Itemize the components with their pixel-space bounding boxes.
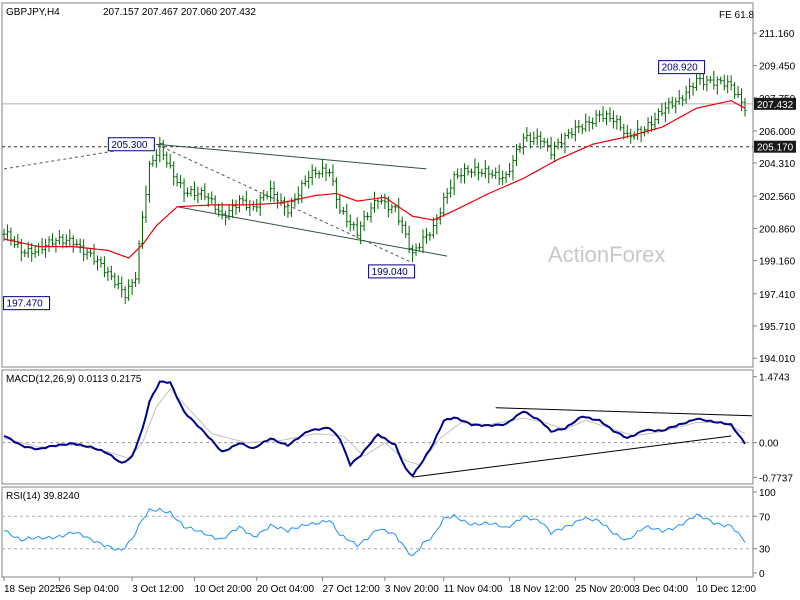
x-axis-tick-label: 10 Dec 12:00 — [697, 584, 757, 595]
macd-signal-line — [3, 388, 746, 466]
price-panel-frame — [1, 2, 754, 368]
macd-panel-frame — [1, 369, 754, 485]
swing-label: 199.040 — [372, 267, 409, 278]
macd-panel: 1.4743 0.00 -0.7737 — [2, 373, 793, 484]
current-price-tag — [754, 97, 796, 110]
x-axis-tick-label: 3 Dec 04:00 — [634, 584, 688, 595]
fe-level-tag-label: 205.170 — [757, 143, 794, 154]
ohlc-header: 207.157 207.467 207.060 207.432 — [103, 7, 256, 18]
rsi-panel-frame — [1, 486, 754, 578]
price-axis-tick-label: 211.160 — [759, 29, 795, 40]
swing-label: 205.300 — [111, 140, 148, 151]
swing-label-box — [3, 296, 51, 311]
macd-trendline — [412, 435, 732, 478]
watermark: ActionForex — [548, 242, 665, 267]
price-trendline — [156, 143, 427, 170]
x-axis-tick-label: 18 Sep 2025 — [4, 584, 61, 595]
price-axis-tick-label: 197.410 — [759, 290, 796, 301]
rsi-line — [3, 507, 746, 557]
price-axis-tick-label: 195.710 — [759, 322, 796, 333]
symbol-header: GBPJPY,H4 — [6, 7, 60, 18]
price-axis-tick-label: 209.450 — [759, 62, 796, 73]
current-price-tag-label: 207.432 — [757, 100, 794, 111]
price-panel: 211.160209.450207.750206.000204.310202.5… — [2, 29, 796, 365]
x-axis-tick-label: 3 Nov 20:00 — [385, 584, 439, 595]
x-axis-tick-label: 20 Oct 04:00 — [257, 584, 315, 595]
swing-label-box — [368, 264, 416, 279]
x-axis-tick-label: 26 Sep 04:00 — [59, 584, 119, 595]
swing-label: 197.470 — [7, 299, 44, 310]
price-axis-tick-label: 200.860 — [759, 224, 796, 235]
price-axis-tick-label: 202.560 — [759, 192, 796, 203]
fe-level-tag — [754, 140, 796, 153]
swing-label-box — [658, 60, 706, 75]
rsi-panel: 100 70 30 0 — [2, 488, 776, 580]
macd-trendline — [495, 407, 752, 417]
x-axis-tick-label: 10 Oct 20:00 — [194, 584, 252, 595]
swing-label-box — [107, 137, 155, 152]
macd-axis-tick-label: 0.00 — [759, 439, 779, 450]
rsi-axis-tick-label: 30 — [759, 545, 771, 556]
x-axis-tick-label: 18 Nov 12:00 — [510, 584, 570, 595]
macd-axis-tick-label: -0.7737 — [759, 473, 793, 484]
rsi-axis-tick-label: 0 — [759, 569, 765, 580]
price-axis-tick-label: 204.310 — [759, 159, 796, 170]
price-axis-tick-label: 199.160 — [759, 257, 796, 268]
price-axis-tick-label: 194.010 — [759, 354, 796, 365]
macd-line — [3, 380, 746, 478]
rsi-axis-tick-label: 70 — [759, 512, 771, 523]
fe-label: FE 61.8 — [719, 10, 754, 21]
price-trendline — [156, 143, 413, 264]
rsi-axis-tick-label: 100 — [759, 488, 776, 499]
x-axis-tick-label: 3 Oct 12:00 — [132, 584, 184, 595]
price-axis-tick-label: 206.000 — [759, 127, 796, 138]
moving-average-line — [3, 100, 746, 259]
x-axis-tick-label: 11 Nov 04:00 — [444, 584, 503, 595]
swing-label: 208.920 — [662, 63, 699, 74]
x-axis-tick-label: 25 Nov 20:00 — [575, 584, 635, 595]
x-axis-tick-label: 27 Oct 12:00 — [323, 584, 381, 595]
macd-axis-tick-label: 1.4743 — [759, 373, 790, 384]
macd-label: MACD(12,26,9) 0.0113 0.2175 — [6, 374, 142, 385]
rsi-label: RSI(14) 39.8240 — [6, 491, 80, 502]
